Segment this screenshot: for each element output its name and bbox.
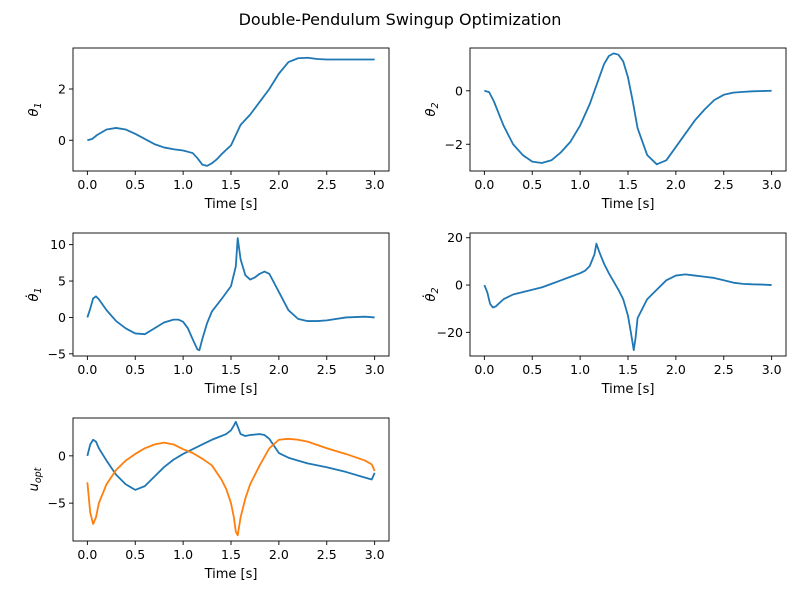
theta2_dot-series-line-1 [483, 242, 772, 351]
theta1_dot-xtick-label: 2.5 [317, 362, 337, 377]
u_opt-series-line-1 [86, 420, 376, 491]
theta2_dot-xtick-label: 2.0 [666, 362, 686, 377]
theta1-xtick-label: 0.0 [77, 177, 97, 192]
theta2-ytick-label: 0 [455, 83, 463, 98]
theta2_dot-ytick-label: 0 [455, 278, 463, 293]
u_opt-xtick-label: 2.0 [269, 547, 289, 562]
theta1_dot-axes-frame [72, 232, 390, 357]
theta1-xtick-label: 2.5 [317, 177, 337, 192]
theta1_dot-xtick-label: 3.0 [365, 362, 385, 377]
theta1-ytick-label: 0 [58, 133, 66, 148]
theta1-xtick-label: 3.0 [365, 177, 385, 192]
subplot-theta1: 0.0 0.5 1.0 1.5 2.0 2.5 3.0 0 2 Time [s] θ1 [27, 47, 390, 212]
u_opt-xtick-label: 3.0 [365, 547, 385, 562]
theta1-series-line-1 [87, 56, 375, 167]
theta1_dot-ytick-label: 0 [58, 310, 66, 325]
theta2-xlabel: Time [s] [601, 197, 655, 212]
theta1_dot-xtick-label: 1.5 [221, 362, 241, 377]
subplot-theta1_dot: 0.0 0.5 1.0 1.5 2.0 2.5 3.0 −5 0 5 10 Time [s] θ̇1 [26, 232, 390, 397]
theta2-xtick-label: 2.0 [666, 177, 686, 192]
theta1_dot-xtick-label: 0.0 [77, 362, 97, 377]
theta1_dot-xlabel: Time [s] [204, 382, 258, 397]
theta2_dot-xtick-label: 0.0 [474, 362, 494, 377]
theta1_dot-ytick-label: 5 [58, 274, 66, 289]
theta1_dot-ytick-label: −5 [48, 346, 66, 361]
theta1-xtick-label: 0.5 [125, 177, 145, 192]
theta2_dot-ylabel: θ̇2 [423, 287, 441, 301]
theta2-xtick-label: 3.0 [762, 177, 782, 192]
u_opt-xtick-label: 2.5 [317, 547, 337, 562]
theta1-axes-frame [72, 47, 390, 172]
theta1_dot-xtick-label: 0.5 [125, 362, 145, 377]
theta2_dot-xlabel: Time [s] [601, 382, 655, 397]
u_opt-xlabel: Time [s] [204, 567, 258, 582]
theta1-ylabel: θ1 [27, 102, 44, 116]
subplot-theta2: 0.0 0.5 1.0 1.5 2.0 2.5 3.0 −2 0 Time [s] θ2 [424, 47, 787, 212]
u_opt-xtick-label: 0.0 [77, 547, 97, 562]
theta2-ylabel: θ2 [424, 102, 441, 116]
theta1_dot-ytick-label: 10 [50, 237, 66, 252]
u_opt-xtick-label: 1.5 [221, 547, 241, 562]
theta1_dot-xtick-label: 2.0 [269, 362, 289, 377]
theta1_dot-xtick-label: 1.0 [173, 362, 193, 377]
theta2-ytick-label: −2 [445, 137, 463, 152]
theta2_dot-xtick-label: 1.0 [570, 362, 590, 377]
theta2-xtick-label: 1.5 [618, 177, 638, 192]
theta2-xtick-label: 0.0 [474, 177, 494, 192]
theta2-xtick-label: 1.0 [570, 177, 590, 192]
theta1-xtick-label: 2.0 [269, 177, 289, 192]
theta2-xtick-label: 2.5 [714, 177, 734, 192]
theta2-xtick-label: 0.5 [522, 177, 542, 192]
theta2-axes-frame [469, 47, 787, 172]
theta2_dot-xtick-label: 0.5 [522, 362, 542, 377]
u_opt-ylabel: uopt [27, 466, 44, 491]
theta1-ytick-label: 2 [58, 82, 66, 97]
u_opt-series-line-2 [86, 437, 376, 537]
theta2_dot-ytick-label: −20 [437, 325, 463, 340]
theta2_dot-xtick-label: 2.5 [714, 362, 734, 377]
theta2_dot-xtick-label: 1.5 [618, 362, 638, 377]
theta2-series-line-1 [484, 52, 772, 166]
theta1-xlabel: Time [s] [204, 197, 258, 212]
theta1_dot-ylabel: θ̇1 [26, 287, 44, 301]
theta1-xtick-label: 1.0 [173, 177, 193, 192]
u_opt-xtick-label: 1.0 [173, 547, 193, 562]
u_opt-xtick-label: 0.5 [125, 547, 145, 562]
theta2_dot-ytick-label: 20 [447, 230, 463, 245]
theta2_dot-xtick-label: 3.0 [762, 362, 782, 377]
subplot-u_opt: 0.0 0.5 1.0 1.5 2.0 2.5 3.0 −5 0 Time [s] uopt [27, 417, 390, 582]
figure-title: Double-Pendulum Swingup Optimization [238, 10, 562, 29]
subplot-theta2_dot: 0.0 0.5 1.0 1.5 2.0 2.5 3.0 −20 0 20 Time [s] θ̇2 [423, 230, 787, 397]
theta1-xtick-label: 1.5 [221, 177, 241, 192]
theta1_dot-series-line-1 [86, 237, 375, 352]
u_opt-ytick-label: −5 [48, 496, 66, 511]
u_opt-ytick-label: 0 [58, 448, 66, 463]
theta2_dot-axes-frame [469, 232, 787, 357]
